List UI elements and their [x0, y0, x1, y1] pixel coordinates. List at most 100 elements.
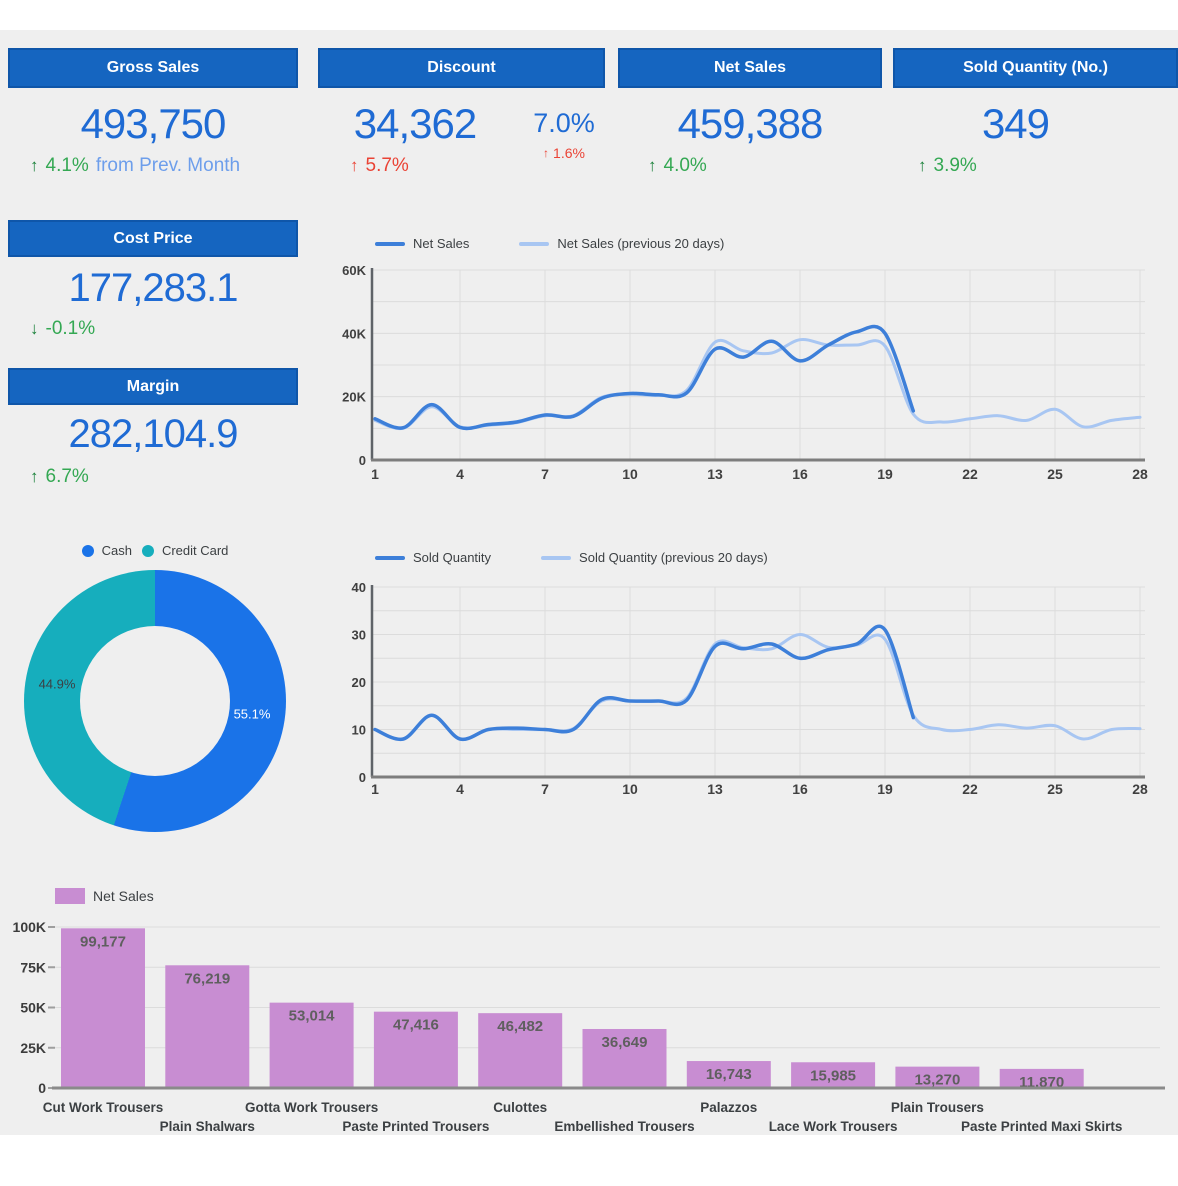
delta-percent: -0.1%	[45, 318, 96, 339]
kpi-title: Gross Sales	[106, 59, 200, 76]
kpi-value-net-sales: 459,388	[677, 100, 824, 147]
legend-item-net-sales-previous: Net Sales (previous 20 days)	[519, 236, 724, 251]
svg-text:60K: 60K	[342, 263, 366, 278]
kpi-header-net-sales: Net Sales	[618, 48, 882, 88]
svg-text:40K: 40K	[342, 326, 366, 341]
svg-text:Paste Printed Maxi Skirts: Paste Printed Maxi Skirts	[961, 1119, 1122, 1134]
legend-item-sold-quantity: Sold Quantity	[375, 550, 491, 565]
svg-text:16: 16	[792, 466, 808, 482]
kpi-value-sold-quantity: 349	[981, 100, 1050, 147]
bar-chart-legend: Net Sales	[55, 888, 154, 904]
kpi-delta-margin: ↑ 6.7%	[30, 466, 89, 488]
svg-text:13: 13	[707, 466, 723, 482]
svg-text:Lace Work Trousers: Lace Work Trousers	[769, 1119, 898, 1134]
svg-text:100K: 100K	[13, 919, 46, 935]
svg-text:10: 10	[622, 781, 638, 797]
kpi-header-gross-sales: Gross Sales	[8, 48, 298, 88]
credit-card-slice-label: 44.9%	[38, 676, 76, 692]
net-sales-line-chart: 60K 40K 20K 0 1 4 7 10 13 16 19 22 25 28	[335, 255, 1178, 495]
bar-chart-svg: 100K 75K 50K 25K 0 99,177 Cut Work Trousers 76,…	[13, 919, 1165, 1134]
svg-text:Plain Shalwars: Plain Shalwars	[160, 1119, 255, 1134]
svg-text:0: 0	[38, 1080, 46, 1096]
legend-item-net-sales-bar: Net Sales	[55, 888, 154, 904]
kpi-title: Cost Price	[113, 229, 193, 247]
svg-text:Plain Trousers: Plain Trousers	[891, 1100, 984, 1115]
discount-percent: 7.0%	[533, 108, 595, 138]
delta-percent: 1.6%	[553, 145, 585, 161]
legend-item-net-sales: Net Sales	[375, 236, 469, 251]
svg-text:99,177: 99,177	[80, 933, 126, 950]
up-arrow-icon: ↑	[648, 156, 657, 175]
kpi-title: Margin	[126, 377, 180, 395]
svg-text:22: 22	[962, 781, 978, 797]
legend-label: Cash	[101, 543, 132, 558]
sold-quantity-chart-legend: Sold Quantity Sold Quantity (previous 20…	[375, 550, 768, 565]
kpi-value-margin: 282,104.9	[68, 412, 239, 456]
kpi-title: Discount	[427, 59, 496, 76]
payment-method-donut-chart: 55.1% 44.9%	[24, 570, 286, 832]
kpi-header-cost-price: Cost Price	[8, 220, 298, 257]
delta-percent: 6.7%	[45, 466, 89, 487]
svg-text:25: 25	[1047, 781, 1063, 797]
cash-slice-label: 55.1%	[233, 706, 271, 722]
svg-text:53,014: 53,014	[289, 1008, 336, 1025]
line-swatch-icon	[375, 555, 405, 560]
line-swatch-icon	[375, 241, 405, 246]
svg-text:76,219: 76,219	[184, 970, 230, 987]
kpi-header-margin: Margin	[8, 368, 298, 405]
delta-percent: 4.1%	[45, 155, 89, 176]
svg-text:30: 30	[352, 628, 366, 643]
svg-text:4: 4	[456, 466, 464, 482]
svg-text:Gotta Work Trousers: Gotta Work Trousers	[245, 1100, 378, 1115]
svg-text:16: 16	[792, 781, 808, 797]
svg-text:13,270: 13,270	[914, 1072, 960, 1089]
up-arrow-icon: ↑	[918, 156, 927, 175]
donut-legend: Cash Credit Card	[24, 543, 286, 558]
kpi-delta-net-sales: ↑ 4.0%	[648, 155, 707, 177]
svg-text:46,482: 46,482	[497, 1018, 543, 1035]
svg-text:10: 10	[352, 723, 366, 738]
kpi-title: Sold Quantity (No.)	[963, 59, 1108, 76]
svg-text:40: 40	[352, 580, 366, 595]
up-arrow-icon: ↑	[30, 156, 39, 175]
svg-text:Culottes: Culottes	[493, 1100, 547, 1115]
svg-text:25K: 25K	[20, 1040, 46, 1056]
legend-label: Net Sales	[93, 888, 154, 904]
svg-text:10: 10	[622, 466, 638, 482]
legend-label: Sold Quantity (previous 20 days)	[579, 550, 768, 565]
svg-text:13: 13	[707, 781, 723, 797]
svg-text:Cut Work Trousers: Cut Work Trousers	[43, 1100, 164, 1115]
net-sales-chart-legend: Net Sales Net Sales (previous 20 days)	[375, 236, 724, 251]
delta-percent: 4.0%	[663, 155, 707, 176]
svg-text:Palazzos: Palazzos	[700, 1100, 757, 1115]
line-swatch-icon	[541, 555, 572, 560]
svg-text:7: 7	[541, 781, 549, 797]
delta-suffix: from Prev. Month	[95, 155, 241, 176]
kpi-header-sold-quantity: Sold Quantity (No.)	[893, 48, 1178, 88]
svg-text:36,649: 36,649	[602, 1034, 648, 1051]
line-chart-svg: 40 30 20 10 01 4 7 10 13 16 19 22 25 28	[352, 580, 1148, 797]
svg-text:50K: 50K	[20, 1000, 46, 1016]
svg-text:7: 7	[541, 466, 549, 482]
legend-label: Sold Quantity	[413, 550, 492, 565]
svg-text:0: 0	[359, 770, 366, 785]
svg-text:1: 1	[371, 466, 379, 482]
kpi-delta-sold-quantity: ↑ 3.9%	[918, 155, 977, 177]
svg-text:0: 0	[359, 453, 366, 468]
kpi-delta-cost-price: ↓ -0.1%	[30, 318, 95, 340]
up-arrow-icon: ↑	[543, 146, 550, 160]
svg-text:Embellished Trousers: Embellished Trousers	[554, 1119, 694, 1134]
svg-text:4: 4	[456, 781, 464, 797]
svg-text:20: 20	[352, 675, 366, 690]
legend-item-cash: Cash	[81, 543, 132, 558]
legend-label: Net Sales	[413, 236, 470, 251]
legend-label: Net Sales (previous 20 days)	[557, 236, 725, 251]
svg-text:75K: 75K	[20, 959, 46, 975]
kpi-discount-percent-block: 7.0% ↑ 1.6%	[522, 108, 606, 161]
svg-text:16,743: 16,743	[706, 1066, 752, 1083]
legend-item-sold-quantity-previous: Sold Quantity (previous 20 days)	[541, 550, 768, 565]
svg-text:28: 28	[1132, 466, 1148, 482]
kpi-delta-gross-sales: ↑ 4.1% from Prev. Month	[30, 155, 240, 177]
svg-text:20K: 20K	[342, 390, 366, 405]
kpi-delta-discount: ↑ 5.7%	[350, 155, 409, 177]
